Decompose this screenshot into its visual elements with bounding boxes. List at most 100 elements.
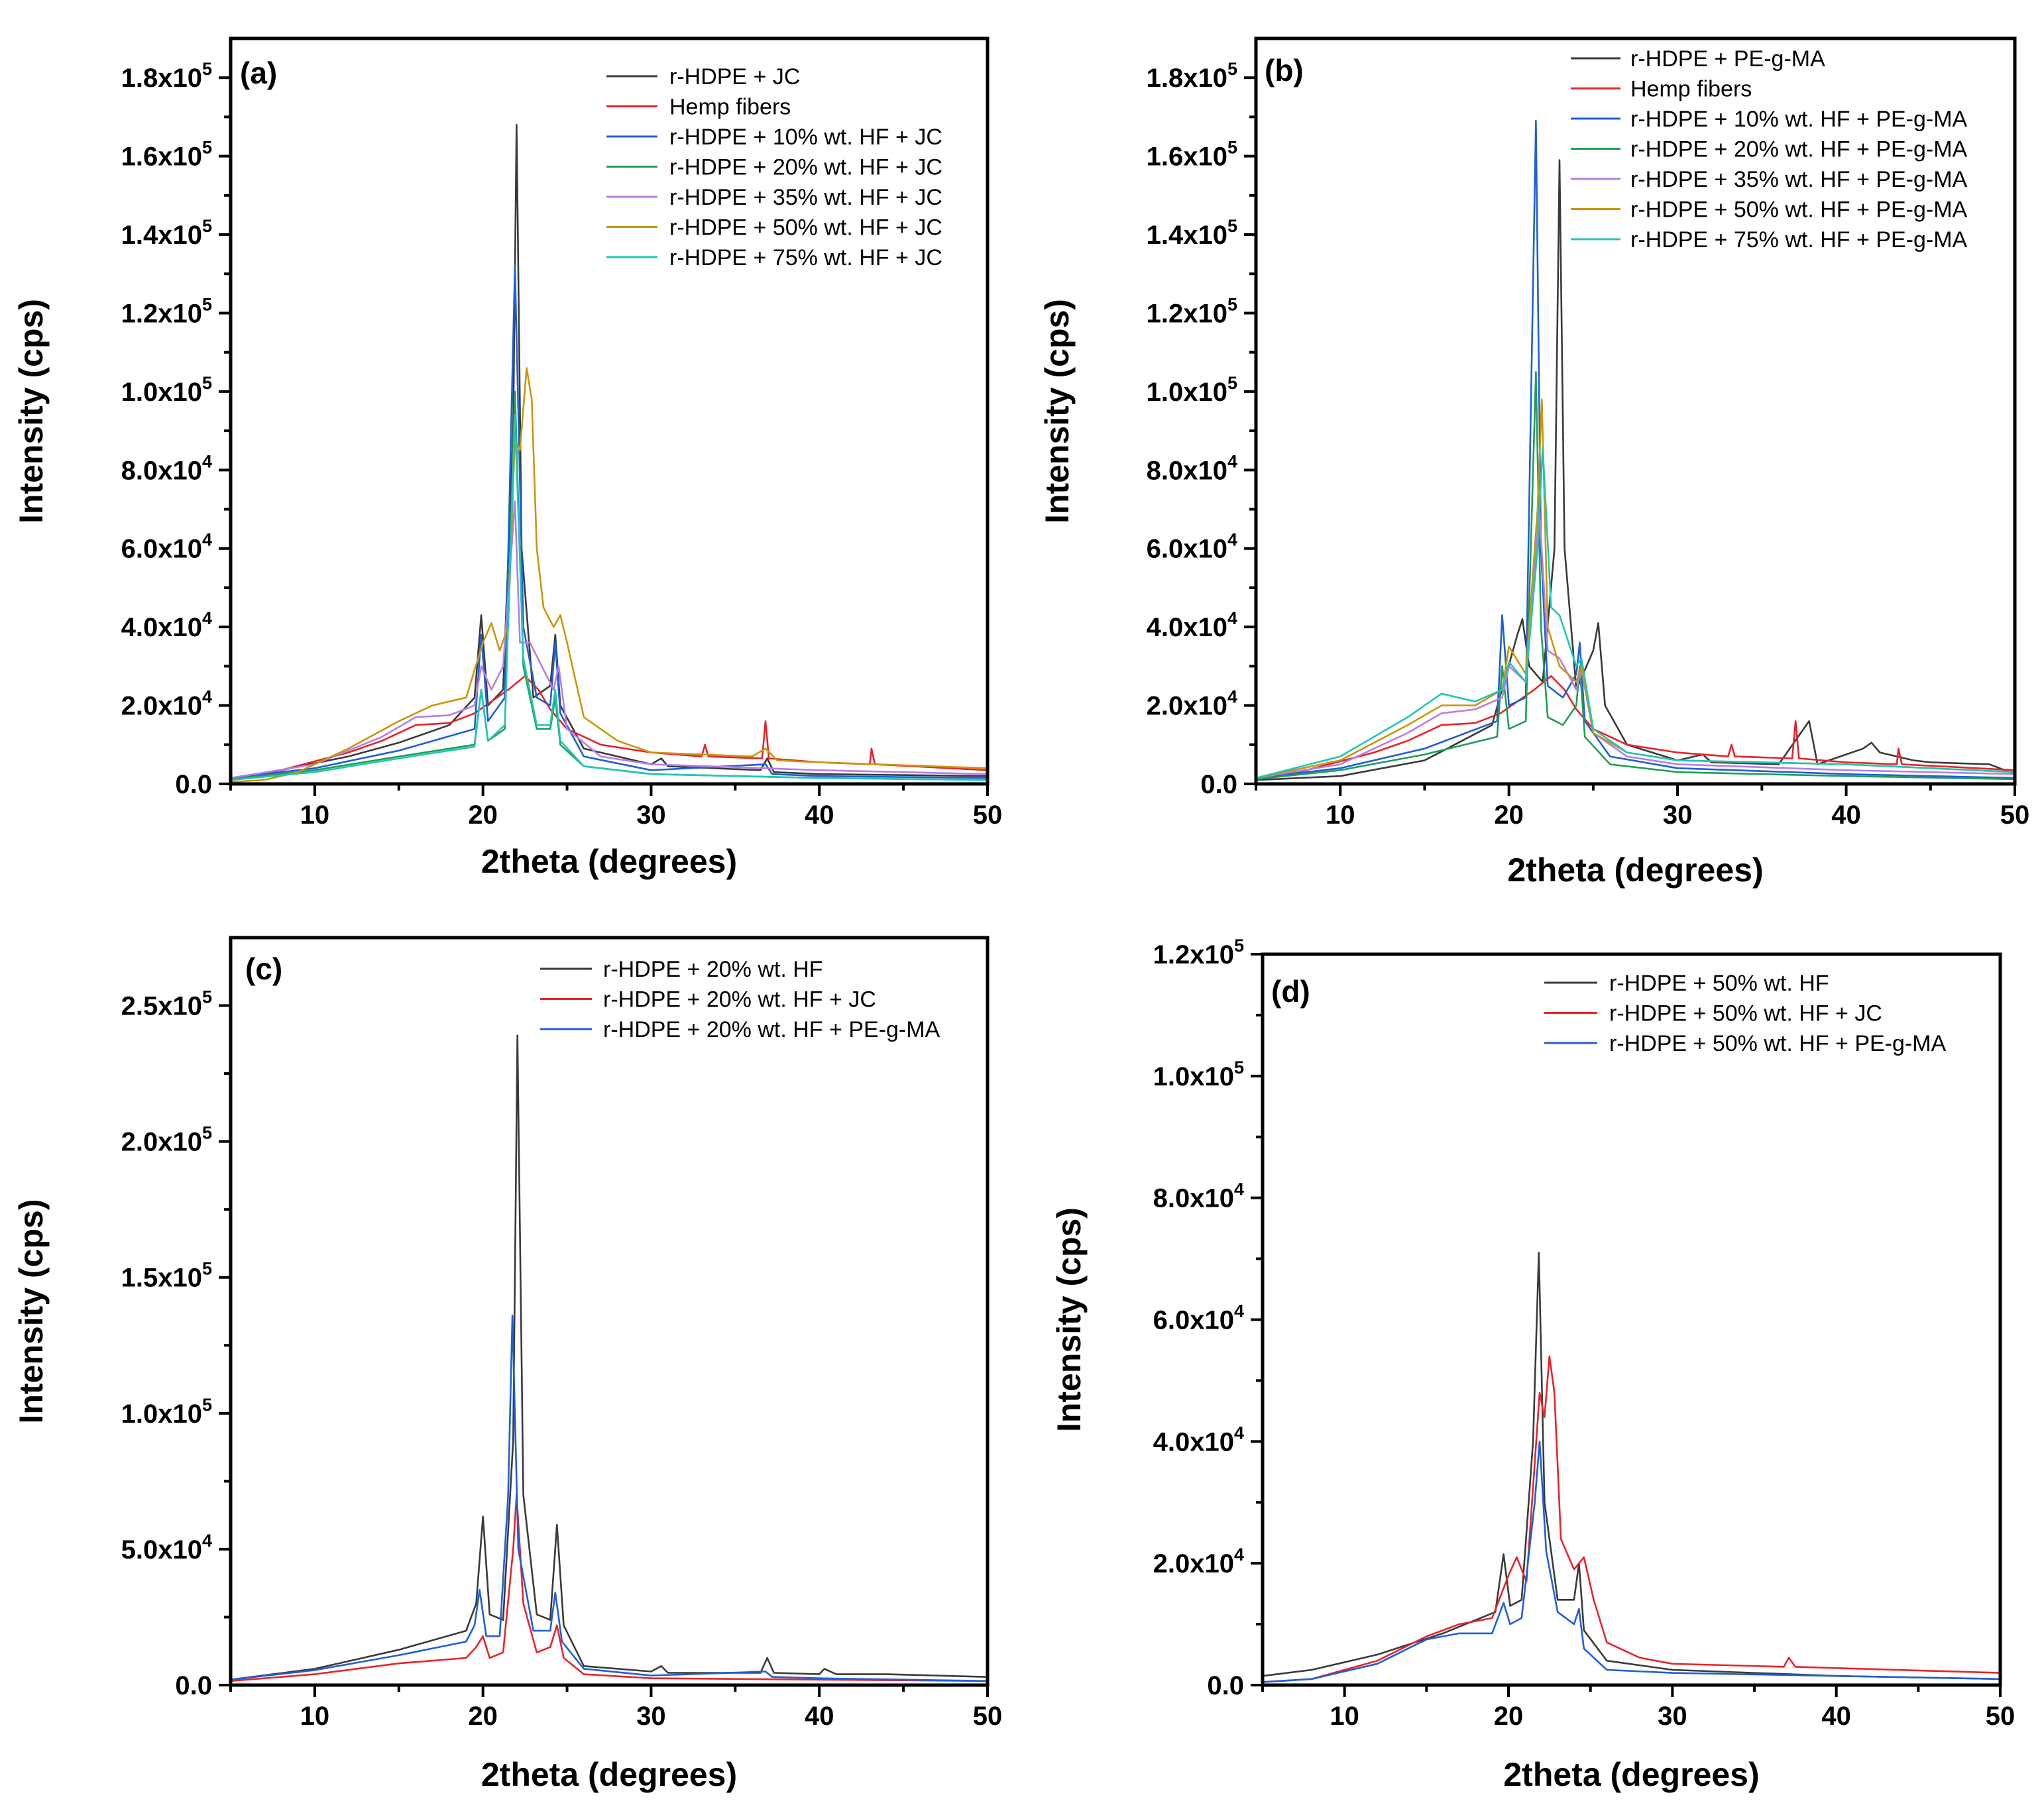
y-tick-label: 8.0x104 [1147, 451, 1237, 485]
legend-entry: r-HDPE + 50% wt. HF + PE-g-MA [1609, 1031, 1947, 1056]
x-tick-label: 40 [805, 800, 834, 830]
series-line-6 [231, 367, 988, 783]
legend-entry: r-HDPE + 35% wt. HF + JC [669, 185, 942, 210]
series-line-1 [1256, 159, 2015, 781]
series-line-5 [1256, 508, 2015, 779]
x-tick-label: 50 [973, 800, 1003, 830]
legend-entry: r-HDPE + 75% wt. HF + JC [669, 245, 942, 270]
plot-frame [1261, 952, 2002, 1687]
y-tick-label: 1.4x105 [1147, 216, 1237, 250]
y-tick-label: 2.0x104 [1153, 1545, 1244, 1578]
panel-tag: (b) [1265, 53, 1304, 87]
x-axis-label: 2theta (degrees) [1503, 1756, 1759, 1793]
series-line-5 [231, 500, 988, 779]
y-tick-label: 6.0x104 [1153, 1301, 1244, 1335]
series-line-3 [231, 1314, 988, 1682]
chart-panel-b: 10 20 30 40 50 0.0 2.0x104 4.0x104 6.0x104 8.0x10… [1039, 36, 2030, 889]
x-tick-label: 30 [636, 800, 666, 830]
x-axis-label: 2theta (degrees) [481, 843, 737, 880]
series-group [231, 1034, 988, 1682]
legend-entry: r-HDPE + 20% wt. HF + JC [669, 155, 942, 180]
x-tick-label: 30 [636, 1702, 666, 1731]
y-tick-label: 1.5x105 [121, 1259, 212, 1293]
x-tick-label: 50 [973, 1702, 1003, 1731]
legend-entry: r-HDPE + 20% wt. HF + PE-g-MA [1630, 137, 1968, 162]
panel-tag: (c) [245, 952, 282, 986]
y-tick-label: 0.0 [1200, 770, 1237, 799]
legend-entry: r-HDPE + PE-g-MA [1630, 46, 1825, 72]
legend: r-HDPE + 50% wt. HF r-HDPE + 50% wt. HF +… [1544, 971, 1947, 1056]
y-tick-label: 1.8x105 [121, 59, 212, 93]
y-tick-label: 4.0x104 [1147, 608, 1237, 642]
legend-entry: r-HDPE + 75% wt. HF + PE-g-MA [1630, 227, 1968, 252]
legend-entry: r-HDPE + 50% wt. HF + PE-g-MA [1630, 197, 1968, 223]
panel-tag: (d) [1271, 974, 1310, 1009]
x-tick-label: 50 [1986, 1702, 2016, 1731]
series-line-4 [1256, 371, 2015, 781]
series-line-3 [1263, 1441, 2000, 1683]
chart-panel-a: 10 20 30 40 50 0.0 2.0x104 4.0x104 6.0x104 8.0x10… [13, 36, 1003, 880]
series-line-2 [231, 1494, 988, 1682]
legend-entry: r-HDPE + 10% wt. HF + PE-g-MA [1630, 107, 1968, 132]
y-tick-label: 2.0x105 [121, 1123, 212, 1157]
y-axis-label: Intensity (cps) [13, 1199, 50, 1424]
series-line-3 [1256, 120, 2015, 779]
series-line-2 [1263, 1355, 2000, 1683]
series-group [231, 124, 988, 783]
panel-tag: (a) [240, 56, 277, 90]
x-tick-label: 20 [1494, 1702, 1524, 1731]
legend-entry: r-HDPE + 50% wt. HF [1609, 971, 1829, 996]
x-tick-label: 20 [1494, 800, 1524, 830]
legend-entry: r-HDPE + 50% wt. HF + JC [1609, 1001, 1882, 1026]
y-tick-label: 4.0x104 [1153, 1423, 1244, 1456]
series-line-1 [231, 1034, 988, 1681]
series-line-2 [1256, 675, 2015, 779]
x-tick-label: 10 [300, 800, 330, 830]
chart-panel-c: 10 20 30 40 50 0.0 5.0x104 1.0x105 1.5x105 2.0x10… [13, 936, 1003, 1793]
series-group [1256, 120, 2015, 781]
y-tick-label: 1.2x105 [1147, 294, 1237, 328]
x-tick-label: 30 [1658, 1702, 1687, 1731]
chart-panel-d: 10 20 30 40 50 0.0 2.0x104 4.0x104 6.0x104 8.0x10… [1050, 936, 2015, 1793]
legend-entry: r-HDPE + 10% wt. HF + JC [669, 125, 942, 150]
series-line-4 [231, 390, 988, 781]
x-tick-label: 30 [1663, 800, 1693, 830]
legend-entry: r-HDPE + 50% wt. HF + JC [669, 215, 942, 241]
y-tick-label: 1.0x105 [121, 1395, 212, 1429]
legend-entry: Hemp fibers [1630, 77, 1752, 102]
y-tick-label: 1.0x105 [121, 373, 212, 407]
y-tick-label: 0.0 [1207, 1671, 1244, 1700]
y-tick-label: 1.8x105 [1147, 59, 1237, 93]
y-tick-label: 1.0x105 [1153, 1058, 1244, 1091]
x-tick-label: 10 [300, 1702, 330, 1731]
legend: r-HDPE + PE-g-MA Hemp fibers r-HDPE + 10% … [1571, 46, 1968, 252]
legend-entry: r-HDPE + 20% wt. HF + JC [603, 987, 876, 1013]
plot-frame [229, 936, 990, 1687]
y-tick-label: 2.0x104 [1147, 687, 1237, 721]
x-tick-label: 40 [1821, 1702, 1851, 1731]
y-tick-label: 1.6x105 [1147, 138, 1237, 172]
y-tick-label: 0.0 [175, 770, 212, 799]
plot-frame [1254, 36, 2017, 786]
y-axis-label: Intensity (cps) [13, 299, 50, 523]
legend-entry: r-HDPE + JC [669, 64, 800, 89]
plot-frame [229, 36, 990, 786]
y-tick-label: 6.0x104 [1147, 530, 1237, 564]
x-tick-label: 50 [2000, 800, 2030, 830]
series-line-1 [1263, 1252, 2000, 1680]
y-axis-label: Intensity (cps) [1050, 1207, 1088, 1432]
series-line-7 [1256, 445, 2015, 779]
legend-entry: r-HDPE + 20% wt. HF [603, 957, 823, 982]
series-group [1263, 1252, 2000, 1683]
legend-entry: Hemp fibers [669, 95, 791, 120]
x-tick-label: 20 [468, 1702, 498, 1731]
series-line-6 [1256, 398, 2015, 779]
y-tick-label: 5.0x104 [121, 1531, 212, 1564]
x-tick-label: 20 [468, 800, 498, 830]
y-tick-label: 1.6x105 [121, 138, 212, 172]
x-tick-label: 10 [1326, 800, 1355, 830]
y-tick-label: 1.0x105 [1147, 373, 1237, 407]
series-line-1 [231, 124, 988, 779]
y-tick-label: 2.5x105 [121, 987, 212, 1021]
